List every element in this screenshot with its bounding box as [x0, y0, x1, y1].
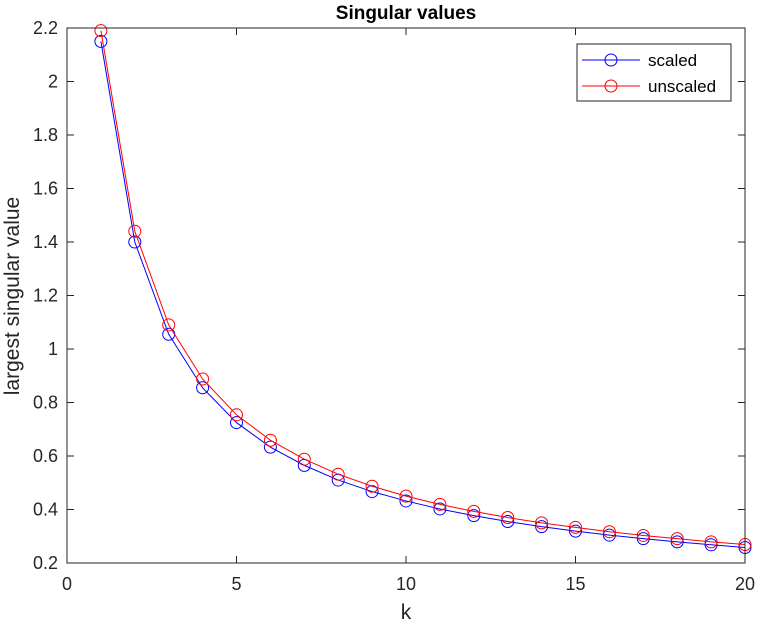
data-point-scaled — [636, 532, 650, 546]
data-point-scaled — [128, 235, 142, 249]
legend-marker-unscaled — [604, 79, 618, 93]
legend-label-scaled: scaled — [648, 51, 697, 70]
data-point-unscaled — [399, 489, 413, 503]
y-tick-label: 0.4 — [33, 500, 58, 520]
data-point-unscaled — [128, 224, 142, 238]
y-tick-label: 0.2 — [33, 553, 58, 573]
y-tick-label: 1.6 — [33, 179, 58, 199]
x-tick-label: 0 — [62, 574, 72, 594]
data-point-unscaled — [263, 433, 277, 447]
y-tick-label: 1.8 — [33, 125, 58, 145]
series-layer — [94, 24, 752, 554]
y-axis-label: largest singular value — [1, 197, 24, 395]
data-point-scaled — [399, 494, 413, 508]
data-point-scaled — [535, 520, 549, 534]
data-point-scaled — [365, 485, 379, 499]
data-point-unscaled — [331, 467, 345, 481]
data-point-unscaled — [94, 24, 108, 38]
data-point-unscaled — [569, 520, 582, 534]
legend-box — [576, 43, 732, 102]
y-tick-label: 0.6 — [33, 446, 58, 466]
data-point-unscaled — [162, 318, 176, 332]
x-tick-label: 20 — [735, 574, 755, 594]
data-point-scaled — [501, 515, 515, 529]
data-point-unscaled — [636, 528, 650, 542]
legend: scaled unscaled — [576, 43, 732, 102]
y-tick-label: 0.8 — [33, 393, 58, 413]
x-axis: 0 5 10 15 20 — [62, 28, 755, 594]
data-point-unscaled — [433, 497, 447, 511]
data-point-scaled — [94, 34, 108, 48]
x-tick-label: 5 — [231, 574, 241, 594]
y-tick-label: 2.2 — [33, 18, 58, 38]
y-tick-label: 1.4 — [33, 232, 58, 252]
x-tick-label: 15 — [565, 574, 585, 594]
data-point-unscaled — [467, 504, 481, 518]
data-point-unscaled — [365, 479, 379, 493]
data-point-unscaled — [704, 535, 718, 549]
data-point-scaled — [569, 524, 582, 538]
y-tick-label: 1.2 — [33, 286, 58, 306]
data-point-scaled — [433, 502, 447, 516]
data-point-scaled — [704, 538, 718, 552]
data-point-unscaled — [501, 511, 515, 525]
y-tick-label: 1 — [48, 339, 58, 359]
data-point-unscaled — [535, 516, 549, 530]
data-point-scaled — [670, 535, 684, 549]
legend-label-unscaled: unscaled — [648, 77, 716, 96]
data-point-scaled — [263, 440, 277, 454]
data-point-scaled — [467, 509, 481, 523]
data-point-unscaled — [230, 408, 243, 422]
x-axis-label: k — [401, 601, 412, 624]
data-point-scaled — [196, 381, 210, 395]
data-point-unscaled — [297, 452, 311, 466]
chart-title: Singular values — [336, 3, 476, 24]
y-axis: 0.2 0.4 0.6 0.8 1 1.2 1.4 1.6 1.8 2 2.2 — [33, 18, 745, 573]
data-point-unscaled — [196, 372, 210, 386]
y-tick-label: 2 — [48, 72, 58, 92]
legend-marker-scaled — [604, 53, 618, 67]
data-point-unscaled — [670, 532, 684, 546]
x-tick-label: 10 — [396, 574, 416, 594]
data-point-scaled — [230, 416, 243, 430]
data-point-scaled — [602, 528, 616, 542]
data-point-unscaled — [602, 525, 616, 539]
